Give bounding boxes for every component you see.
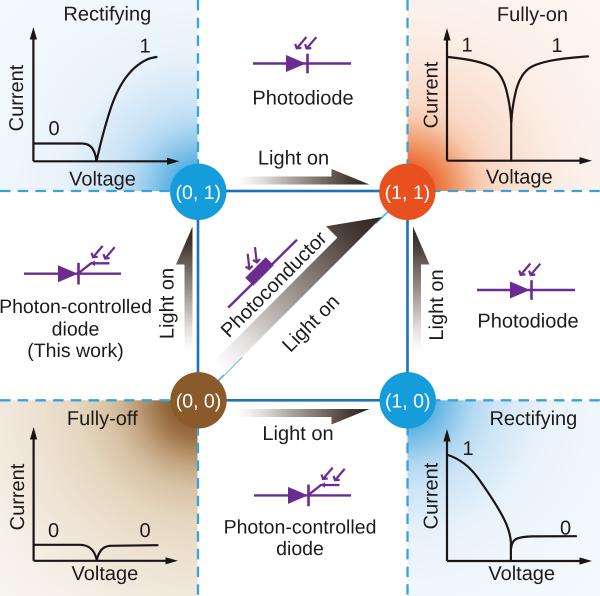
svg-text:1: 1 xyxy=(139,36,150,58)
svg-text:(This work): (This work) xyxy=(27,340,123,362)
svg-text:Light on: Light on xyxy=(426,269,448,340)
svg-text:Photon-controlled: Photon-controlled xyxy=(0,296,152,318)
svg-text:0: 0 xyxy=(48,520,59,542)
svg-text:(0, 1): (0, 1) xyxy=(176,182,222,204)
svg-text:Current: Current xyxy=(6,64,28,131)
svg-text:Voltage: Voltage xyxy=(488,563,555,585)
svg-text:Current: Current xyxy=(421,462,443,529)
svg-text:Current: Current xyxy=(7,463,29,530)
svg-text:1: 1 xyxy=(461,35,472,57)
svg-text:0: 0 xyxy=(560,518,571,540)
svg-text:0: 0 xyxy=(139,520,150,542)
svg-text:Photodiode: Photodiode xyxy=(252,88,353,110)
svg-text:0: 0 xyxy=(48,118,59,140)
svg-text:Fully-on: Fully-on xyxy=(497,4,568,26)
svg-text:Voltage: Voltage xyxy=(72,563,139,585)
svg-text:Fully-off: Fully-off xyxy=(67,408,138,430)
svg-text:diode: diode xyxy=(276,538,324,560)
svg-text:Current: Current xyxy=(421,61,443,128)
svg-text:Light on: Light on xyxy=(258,148,329,170)
svg-text:Rectifying: Rectifying xyxy=(489,408,577,430)
svg-text:1: 1 xyxy=(462,438,473,460)
svg-text:Photodiode: Photodiode xyxy=(477,311,578,333)
svg-text:1: 1 xyxy=(551,35,562,57)
svg-text:Light on: Light on xyxy=(157,268,179,339)
svg-text:Rectifying: Rectifying xyxy=(63,4,151,26)
svg-text:(0, 0): (0, 0) xyxy=(176,390,222,412)
svg-text:(1, 1): (1, 1) xyxy=(385,182,431,204)
svg-text:(1, 0): (1, 0) xyxy=(385,390,431,412)
svg-text:Voltage: Voltage xyxy=(69,169,136,191)
svg-text:Voltage: Voltage xyxy=(486,167,553,189)
svg-text:Light on: Light on xyxy=(262,423,333,445)
svg-text:Photon-controlled: Photon-controlled xyxy=(224,517,377,539)
svg-text:diode: diode xyxy=(52,319,100,341)
